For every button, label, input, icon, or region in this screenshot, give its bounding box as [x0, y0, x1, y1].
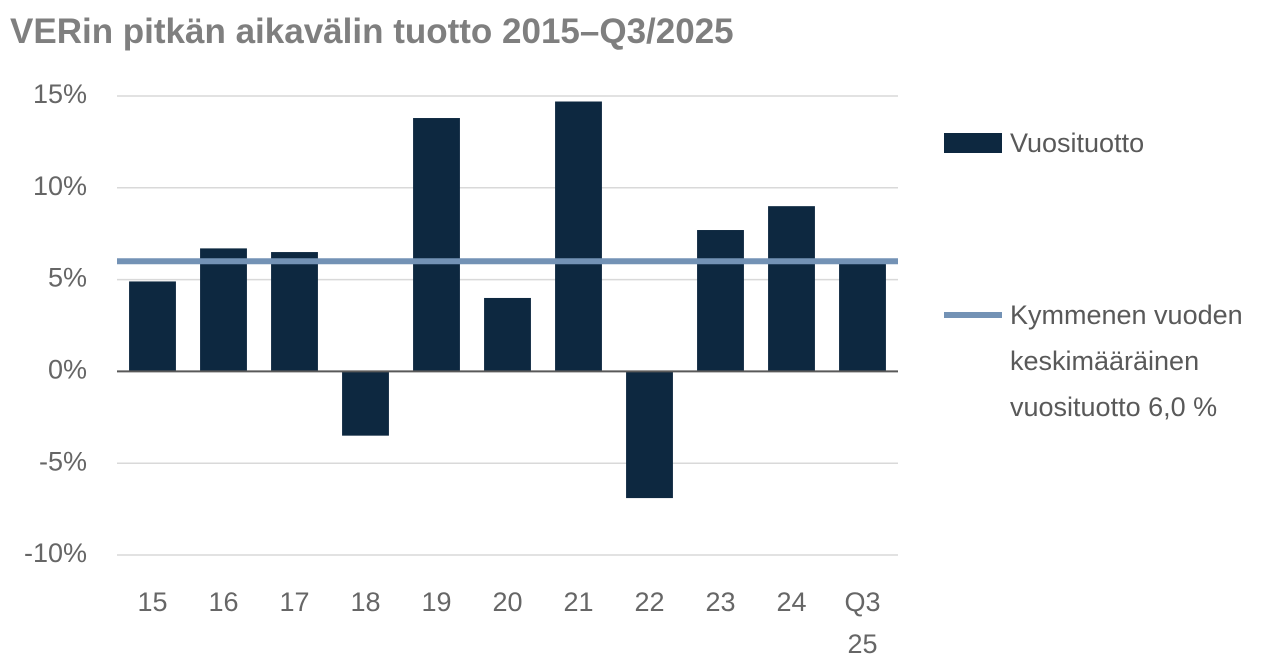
bar [129, 281, 176, 372]
bar [697, 230, 744, 372]
bar [342, 371, 389, 436]
y-tick-label: -5% [39, 446, 87, 476]
y-tick-label: 5% [48, 263, 87, 293]
x-tick-label: 24 [776, 587, 807, 617]
x-tick-label: 23 [705, 587, 736, 617]
y-tick-label: -10% [24, 538, 87, 568]
y-tick-label: 15% [33, 79, 87, 109]
bar [413, 118, 460, 372]
x-tick-label: 21 [563, 587, 594, 617]
bar [839, 261, 886, 372]
legend-label: Vuosituotto [1010, 128, 1145, 158]
bar [271, 252, 318, 372]
legend-swatch [944, 133, 1002, 153]
x-tick-label: Q3 25 [844, 587, 881, 659]
x-tick-label: 19 [421, 587, 452, 617]
bar [555, 101, 602, 372]
chart-title: VERin pitkän aikavälin tuotto 2015–Q3/20… [10, 12, 734, 51]
y-tick-label: 10% [33, 171, 87, 201]
x-tick-label: 16 [208, 587, 239, 617]
x-tick-label: 20 [492, 587, 523, 617]
bar [200, 248, 247, 372]
x-tick-label: 15 [137, 587, 168, 617]
x-tick-label: 18 [350, 587, 381, 617]
bar [768, 206, 815, 372]
y-tick-label: 0% [48, 355, 87, 385]
legend-label: Kymmenen vuoden keskimääräinen vuosituot… [1010, 300, 1243, 422]
bar [484, 297, 531, 372]
x-tick-label: 22 [634, 587, 665, 617]
bar [626, 371, 673, 499]
x-tick-label: 17 [279, 587, 310, 617]
